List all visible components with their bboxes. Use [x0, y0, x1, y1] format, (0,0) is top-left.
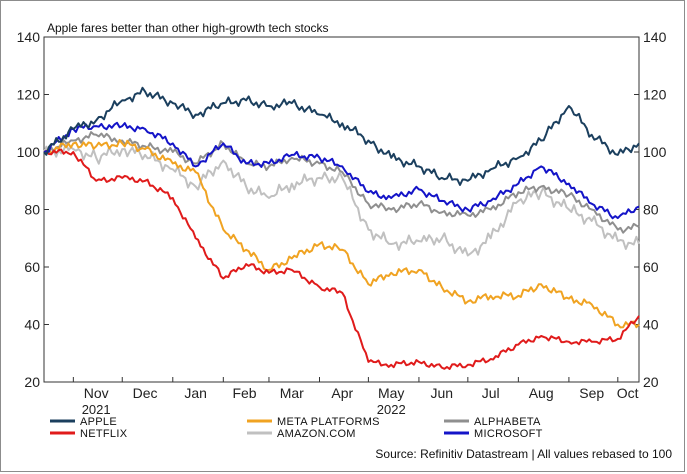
y-tick-label-right: 60: [643, 259, 659, 275]
legend-label-meta-platforms: META PLATFORMS: [277, 416, 380, 428]
x-tick-label: Apr: [331, 385, 353, 401]
x-tick-label: Mar: [280, 385, 304, 401]
y-tick-label-left: 20: [24, 374, 40, 390]
x-tick-label: Sep: [579, 385, 604, 401]
series-layer: [43, 86, 640, 370]
x-tick-label: Jul: [482, 385, 500, 401]
series-line-apple: [43, 86, 640, 186]
series-line-amazon-com: [43, 142, 640, 257]
plot-border: [43, 36, 640, 383]
y-tick-label-left: 60: [24, 259, 40, 275]
legend-label-microsoft: MICROSOFT: [474, 428, 543, 440]
y-tick-label-left: 100: [17, 144, 41, 160]
y-tick-label-left: 140: [17, 29, 41, 45]
series-line-alphabeta: [43, 131, 640, 234]
series-line-microsoft: [43, 121, 640, 220]
y-tick-label-right: 100: [643, 144, 667, 160]
legend-label-apple: APPLE: [80, 416, 117, 428]
y-tick-label-left: 120: [17, 87, 41, 103]
legend-label-amazon-com: AMAZON.COM: [277, 428, 356, 440]
axes: 20 20 40 40 60 60 80 80 100 100 120 120 140 140 Nov Dec…: [17, 29, 667, 417]
x-tick-label: Jan: [184, 385, 207, 401]
y-tick-label-left: 80: [24, 202, 40, 218]
x-tick-label: Feb: [232, 385, 256, 401]
y-tick-label-left: 40: [24, 317, 40, 333]
x-year-label: 2022: [377, 402, 406, 417]
x-tick-label: Nov: [84, 385, 109, 401]
x-year-label: 2021: [82, 402, 111, 417]
x-tick-label: Jun: [430, 385, 453, 401]
y-tick-label-right: 20: [643, 374, 659, 390]
y-tick-label-right: 120: [643, 87, 667, 103]
chart-title: Apple fares better than other high-growt…: [47, 21, 329, 35]
y-tick-label-right: 80: [643, 202, 659, 218]
x-tick-label: Aug: [529, 385, 554, 401]
y-tick-label-right: 140: [643, 29, 667, 45]
x-tick-label: Oct: [617, 385, 639, 401]
legend-label-netflix: NETFLIX: [80, 428, 128, 440]
series-line-netflix: [43, 148, 640, 370]
x-tick-label: May: [378, 385, 404, 401]
y-tick-label-right: 40: [643, 317, 659, 333]
legend-label-alphabeta: ALPHABETA: [474, 416, 541, 428]
source-note: Source: Refinitiv Datastream | All value…: [375, 447, 672, 461]
x-tick-label: Dec: [133, 385, 158, 401]
series-line-meta-platforms: [43, 138, 640, 329]
